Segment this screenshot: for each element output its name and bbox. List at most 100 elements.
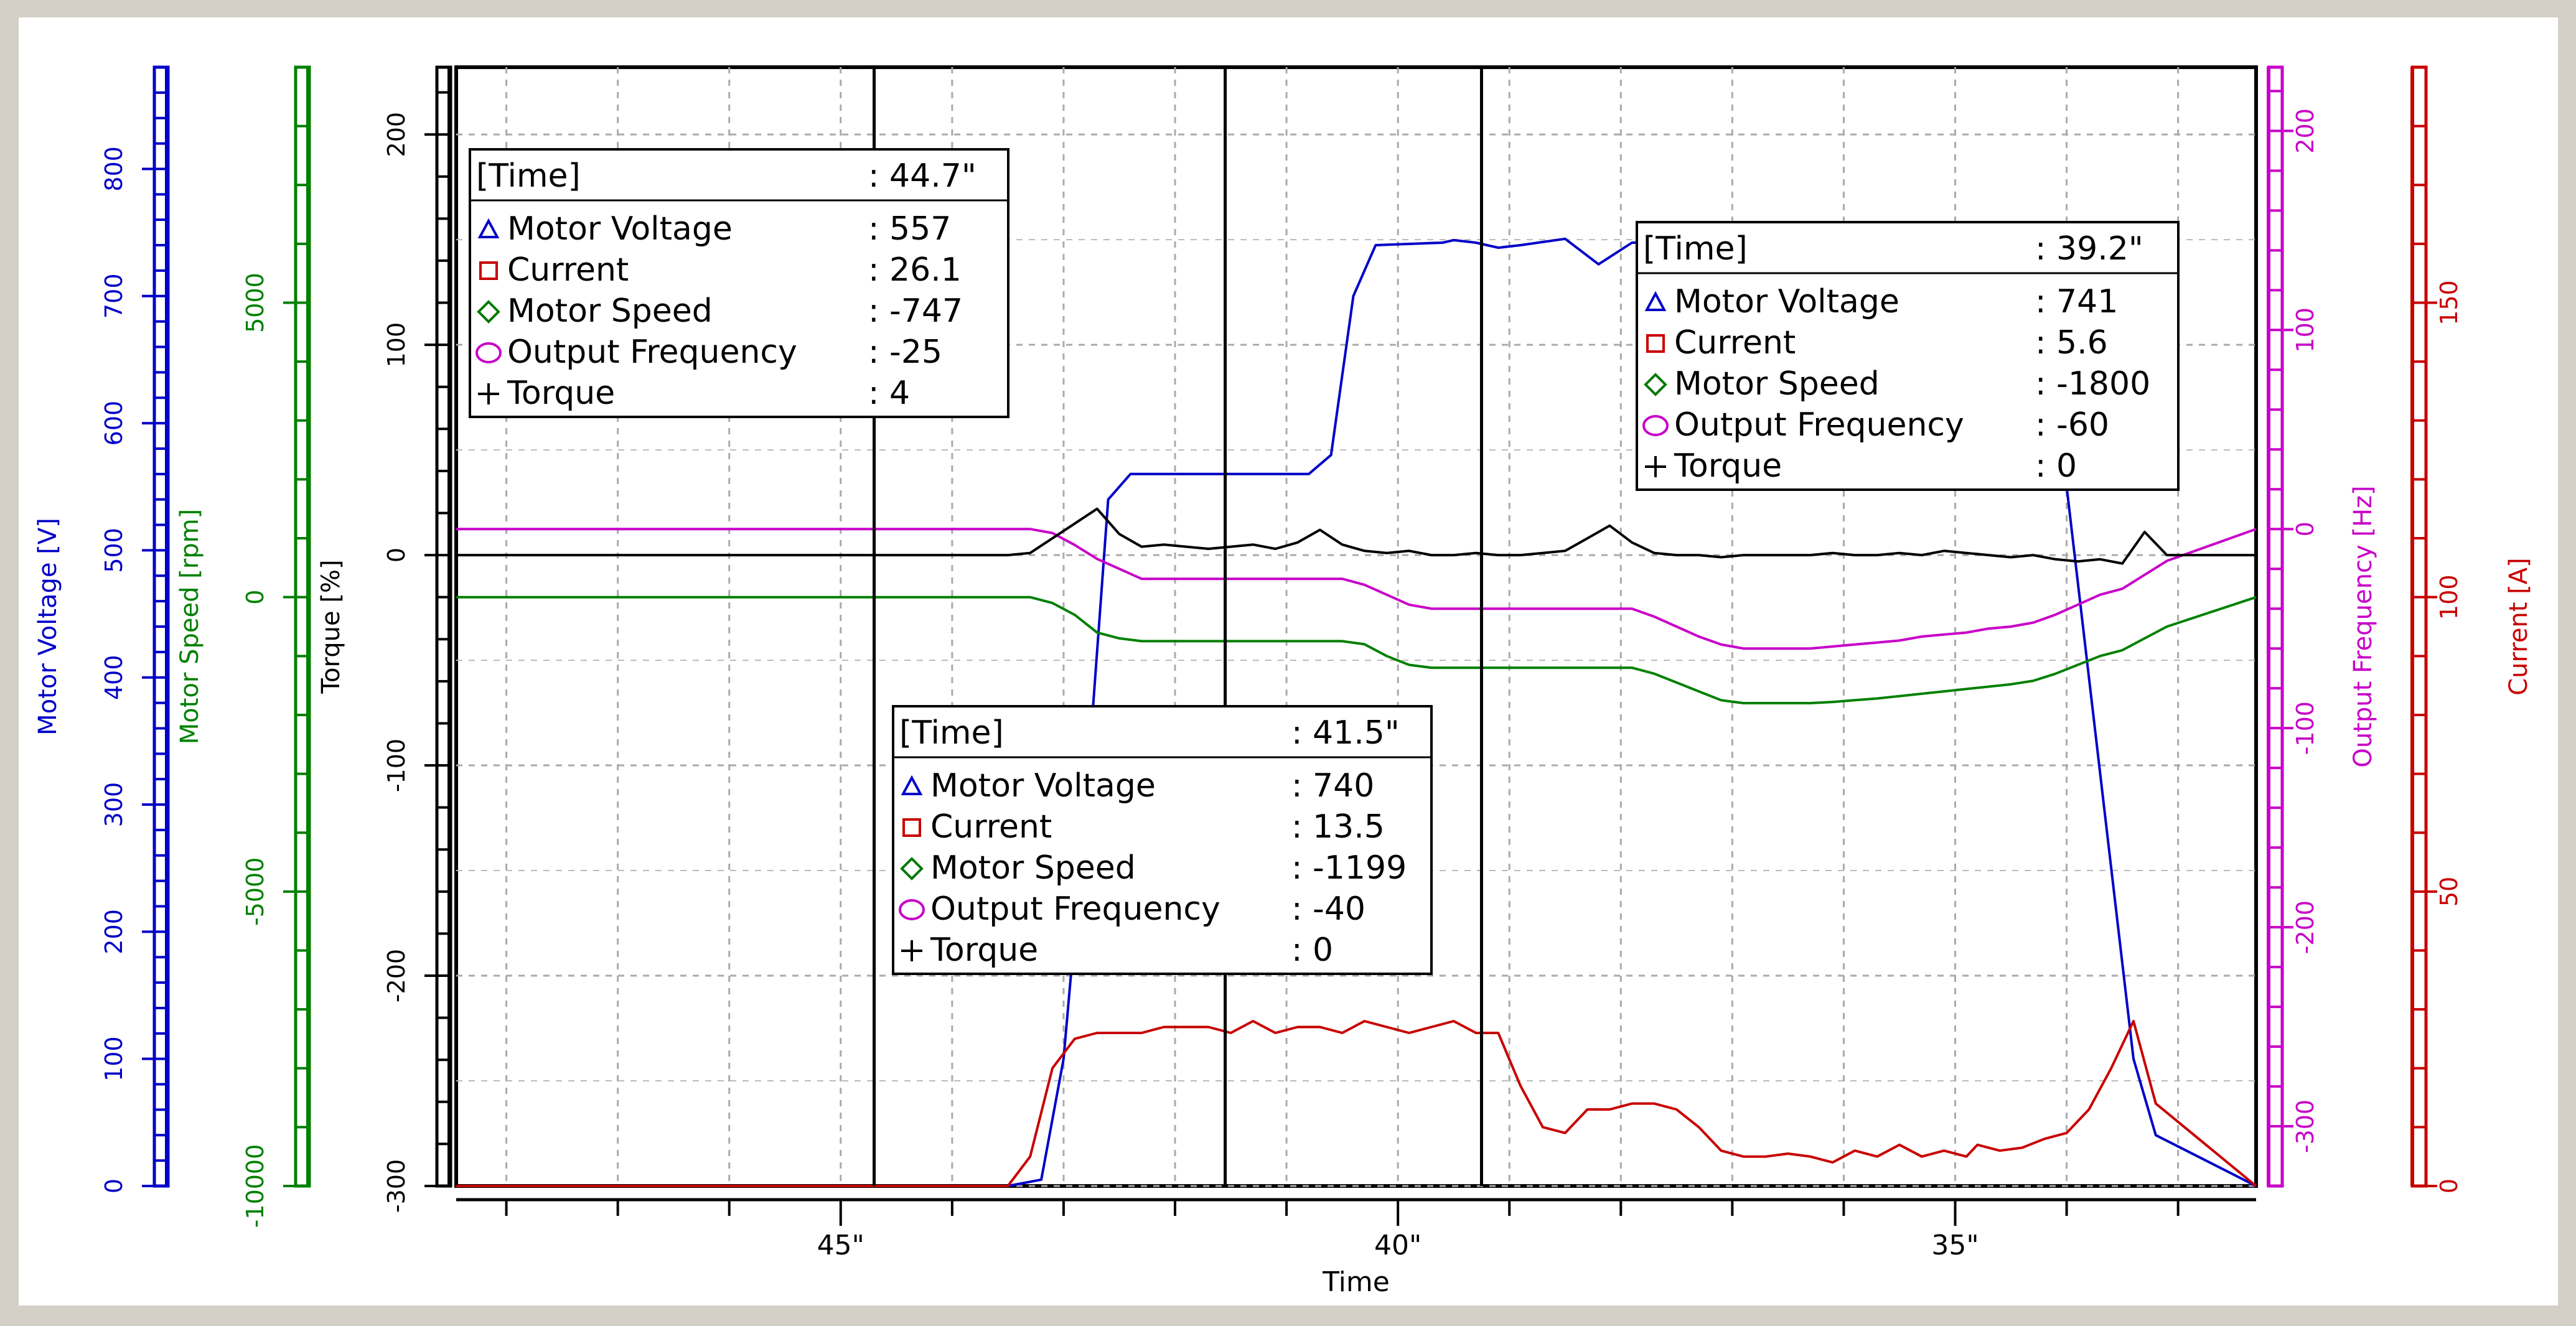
readout-row-name: Motor Voltage [1674,283,1899,320]
torque-axis: -300 -200 -100 0 100 200 Torque [%] [317,65,452,1213]
speed-axis: -10000 -5000 0 5000 Motor Speed [rpm] [176,65,311,1228]
frequency-tick-label: 100 [2292,307,2319,353]
frequency-tick-label: -300 [2292,1100,2319,1153]
x-tick-label: 40" [1374,1230,1421,1261]
speed-axis-title: Motor Speed [rpm] [176,509,204,744]
cursor-readout-box [1636,221,2180,491]
readout-row-name: Torque [507,375,615,412]
x-axis: 45" 40" 35" Time [456,1198,2256,1298]
readout-header-label: [Time] [476,157,581,195]
readout-row-value: : 13.5 [1291,808,1385,846]
square-marker-icon [479,261,498,280]
readout-row-name: Current [930,808,1052,846]
readout-row-name: Current [1674,324,1796,362]
frequency-axis-title: Output Frequency [Hz] [2349,485,2377,767]
triangle-marker-icon [901,775,923,795]
readout-row-value: : 557 [868,210,951,248]
frequency-tick-label: 0 [2292,521,2319,536]
voltage-tick-label: 800 [100,146,128,192]
speed-tick-label: -10000 [241,1144,269,1228]
circle-marker-icon [899,899,925,920]
voltage-tick-label: 100 [100,1036,128,1081]
readout-row-name: Motor Speed [1674,365,1880,403]
speed-tick-label: -5000 [241,857,269,926]
readout-row-value: : -40 [1291,890,1365,928]
current-axis-title: Current [A] [2504,558,2533,696]
torque-axis-title: Torque [%] [317,559,345,694]
torque-tick-label: 200 [383,112,410,157]
readout-row-name: Torque [1674,447,1782,485]
readout-row-value: : -1800 [2035,365,2150,403]
speed-tick-label: 5000 [241,273,269,333]
readout-row-name: Output Frequency [507,334,797,371]
current-axis: 0 50 100 150 Current [A] [2410,65,2533,1193]
readout-row-value: : 0 [1291,931,1333,969]
series-line-motor-speed [456,595,2257,704]
voltage-axis: 0 100 200 300 400 500 600 700 800 Motor Voltage [… [34,65,170,1193]
readout-row-name: Torque [930,931,1038,969]
readout-row-name: Motor Speed [507,292,713,330]
square-marker-icon [902,818,921,837]
readout-header-value: : 41.5" [1291,714,1400,752]
readout-row-value: : -747 [868,292,963,330]
voltage-axis-title: Motor Voltage [V] [34,518,62,735]
readout-row-value: : 0 [2035,447,2077,485]
triangle-marker-icon [1644,291,1667,311]
current-tick-label: 100 [2435,574,2463,620]
series-line-output-frequency [456,528,2257,650]
current-tick-label: 150 [2435,280,2463,325]
series-line-torque [456,507,2256,565]
readout-header-label: [Time] [1643,230,1748,268]
cursor-3: [Time] : 39.2" Motor Voltage : 741 Current : … [1479,67,2180,1186]
readout-row-value: : 741 [2035,283,2118,320]
readout-row-name: Motor Voltage [507,210,733,248]
series-line-current [456,1020,2257,1187]
speed-tick-label: 0 [241,590,269,605]
current-tick-label: 50 [2435,877,2463,907]
readout-row-value: : -60 [2035,406,2109,444]
frequency-tick-label: -200 [2292,900,2319,954]
voltage-tick-label: 400 [100,655,128,700]
readout-row-value: : 26.1 [868,251,962,289]
torque-tick-label: -100 [383,739,410,792]
circle-marker-icon [475,342,502,363]
readout-header-label: [Time] [899,714,1004,752]
cursor-1: [Time] : 44.7" Motor Voltage : 557 Current : … [469,67,1009,1186]
voltage-tick-label: 600 [100,401,128,446]
frequency-tick-label: -100 [2292,701,2319,755]
torque-tick-label: 100 [383,322,410,368]
readout-row-name: Output Frequency [1674,406,1964,444]
voltage-tick-label: 700 [100,274,128,319]
cursor-readout-box [469,148,1009,418]
diamond-marker-icon [900,857,924,880]
voltage-tick-label: 300 [100,782,128,828]
readout-row-name: Motor Voltage [930,767,1156,805]
diamond-marker-icon [477,300,500,324]
voltage-tick-label: 500 [100,528,128,573]
readout-row-name: Output Frequency [930,890,1220,928]
x-tick-label: 35" [1931,1230,1979,1261]
cursor-2: [Time]: 41.5" Motor Voltage: 740 Current: … [892,67,1433,1186]
readout-row-name: Motor Speed [930,849,1136,887]
readout-row-value: : 5.6 [2035,324,2108,362]
readout-row-value: : 4 [868,375,910,412]
diamond-marker-icon [1644,373,1667,396]
x-tick-label: 45" [817,1230,864,1261]
cursor-readout-box [892,705,1433,975]
current-tick-label: 0 [2435,1179,2463,1193]
x-axis-title: Time [1322,1266,1390,1298]
torque-tick-label: -200 [383,949,410,1002]
square-marker-icon [1646,334,1665,353]
readout-row-value: : -1199 [1291,849,1407,887]
torque-tick-label: 0 [383,548,410,563]
readout-row-value: : -25 [868,334,942,371]
readout-header-value: : 44.7" [868,157,977,195]
frequency-tick-label: 200 [2292,108,2319,154]
readout-row-name: Current [507,251,629,289]
voltage-tick-label: 0 [100,1179,128,1193]
torque-tick-label: -300 [383,1159,410,1213]
readout-header-value: : 39.2" [2035,230,2143,268]
voltage-tick-label: 200 [100,909,128,955]
